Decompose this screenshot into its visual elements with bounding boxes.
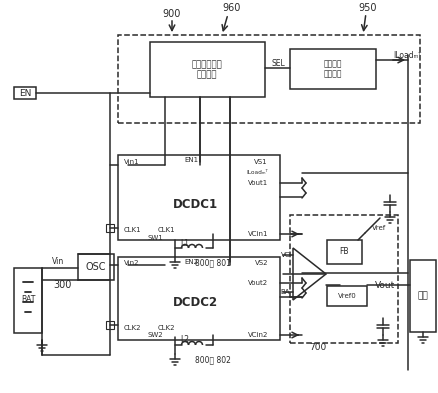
Bar [290,215,398,343]
Bar [14,268,42,333]
Text: VS2: VS2 [254,260,268,266]
Text: 电流采样
判断模块: 电流采样 判断模块 [324,59,342,79]
Bar [327,240,362,264]
Text: Vin2: Vin2 [124,260,139,266]
Text: 800， 802: 800， 802 [195,356,231,364]
Text: 950: 950 [359,3,377,13]
Text: ILoadₘᵀ: ILoadₘᵀ [393,50,421,59]
Text: CLK2: CLK2 [158,325,176,331]
Bar [290,49,376,89]
Text: L2: L2 [180,336,190,345]
Text: SW1: SW1 [148,235,164,241]
Text: BA: BA [280,289,290,295]
Text: L1: L1 [180,239,190,248]
Text: VS1: VS1 [254,159,268,165]
Text: 960: 960 [223,3,241,13]
Text: SW2: SW2 [148,332,164,338]
Text: 使能与较启动
控制模块: 使能与较启动 控制模块 [192,60,223,80]
Text: EN2: EN2 [184,259,198,265]
Bar [327,286,367,306]
Text: 800， 801: 800， 801 [195,259,231,268]
Text: Vin1: Vin1 [124,159,140,165]
Text: SEL: SEL [271,59,285,68]
Text: OSC: OSC [86,262,106,272]
Text: EN1: EN1 [184,157,198,163]
Text: 700: 700 [309,343,327,351]
Text: FB: FB [339,248,349,257]
Bar [14,87,36,99]
Bar [106,224,114,232]
Bar [78,254,114,280]
Bar [118,257,280,340]
Bar [106,321,114,329]
Text: CLK2: CLK2 [124,325,141,331]
Text: 900: 900 [163,9,181,19]
Text: VCin1: VCin1 [247,231,268,237]
Text: Vref0: Vref0 [338,293,357,299]
Text: EN: EN [19,88,31,97]
Bar [410,260,436,332]
Text: Vref: Vref [372,225,386,231]
Text: Vout1: Vout1 [248,180,268,186]
Text: Vin: Vin [52,257,64,266]
Text: Vout: Vout [375,281,395,290]
Bar [118,35,420,123]
Text: DCDC2: DCDC2 [173,296,218,310]
Text: VC: VC [280,252,290,258]
Text: DCDC1: DCDC1 [173,198,218,211]
Text: VCin2: VCin2 [247,332,268,338]
Bar [150,42,265,97]
Text: ILoadₘᵀ: ILoadₘᵀ [246,169,268,174]
Text: CLK1: CLK1 [124,227,141,233]
Text: Vout2: Vout2 [248,280,268,286]
Text: 负载: 负载 [417,292,428,301]
Bar [118,155,280,240]
Text: 300: 300 [53,280,71,290]
Text: BAT: BAT [21,296,35,305]
Text: CLK1: CLK1 [158,227,176,233]
